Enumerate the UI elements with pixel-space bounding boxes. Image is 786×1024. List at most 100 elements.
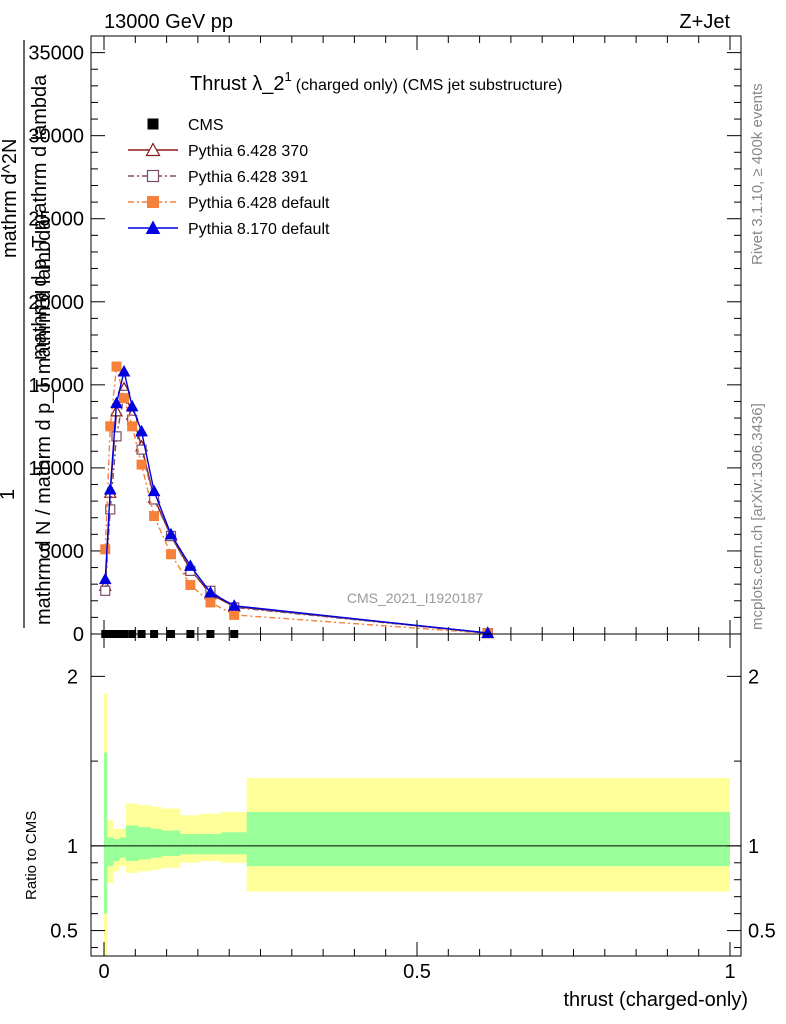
data-point — [103, 482, 117, 495]
ratio-band-bin — [125, 825, 139, 862]
data-point — [105, 504, 116, 515]
data-point — [145, 220, 161, 234]
main-x-ticks — [103, 36, 731, 634]
main-y-tick-label: 0 — [73, 624, 84, 646]
ratio-x-axis: 0 0.5 1 — [98, 634, 736, 983]
legend-entry: CMS — [147, 117, 224, 134]
data-point — [145, 142, 161, 157]
ylabel-line-numerator: mathrm d^2N — [0, 139, 21, 258]
data-point — [100, 544, 111, 555]
chart-title-text: Thrust λ_2 — [190, 73, 284, 95]
legend-entry: Pythia 6.428 370 — [128, 142, 308, 160]
data-point — [147, 196, 159, 208]
legend-label: Pythia 6.428 391 — [188, 169, 308, 186]
ratio-band-bin — [199, 833, 222, 855]
series-line — [104, 366, 488, 635]
series-pythia-6-428-default — [100, 361, 493, 639]
data-point — [185, 579, 196, 590]
main-y-tick-label: 5000 — [40, 541, 85, 563]
ylabel-line-denominator: mathrm d N / mathrm d p_T mathrm d lambd… — [33, 218, 55, 625]
main-panel: 0 5000 10000 15000 20000 25000 30000 35000 CMS_… — [28, 35, 742, 646]
ratio-y-axis: 0.5 0.5 1 1 2 2 — [50, 666, 776, 949]
legend-label: CMS — [188, 117, 224, 134]
chart-title: Thrust λ_21 (charged only) (CMS jet subst… — [190, 69, 562, 95]
ylabel-line-differential: mathrm d p_T mathrm d lambda — [29, 74, 51, 360]
main-y-tick-label: 15000 — [28, 375, 84, 397]
legend-label: Pythia 8.170 default — [188, 221, 330, 238]
data-point — [481, 626, 495, 639]
data-point — [110, 396, 123, 409]
ratio-y-tick-label: 2 — [67, 666, 78, 688]
data-point — [135, 424, 148, 437]
data-point — [227, 599, 241, 611]
ratio-band-bin — [138, 827, 151, 860]
main-y-tick-label: 20000 — [28, 292, 84, 314]
data-point — [147, 484, 161, 497]
ratio-frame — [90, 633, 742, 957]
ratio-band-bin — [119, 837, 126, 858]
data-point — [117, 365, 131, 377]
ratio-band-bin — [104, 752, 108, 914]
ratio-band-bin — [113, 839, 120, 862]
ratio-y-tick-label-right: 1 — [748, 836, 759, 858]
ratio-band-bin — [180, 833, 200, 855]
legend: CMS Pythia 6.428 370 Pythia 6.428 391 Pythi… — [128, 117, 330, 238]
x-axis-label: thrust (charged-only) — [563, 989, 748, 1011]
legend-entry: Pythia 6.428 default — [128, 195, 330, 212]
chart-subtitle: (charged only) (CMS jet substructure) — [296, 77, 563, 94]
main-y-tick-label: 10000 — [28, 458, 84, 480]
data-point — [165, 549, 176, 560]
legend-entry: Pythia 6.428 391 — [128, 169, 308, 186]
ratio-band-bin — [221, 832, 247, 855]
main-y-tick-label: 25000 — [28, 209, 84, 231]
series-line — [104, 394, 488, 634]
data-point — [229, 609, 240, 620]
data-point — [111, 431, 122, 442]
data-point — [105, 421, 116, 432]
main-y-tick-label: 35000 — [28, 43, 84, 65]
legend-entry: Pythia 8.170 default — [128, 220, 330, 238]
main-y-tick-label: 30000 — [28, 126, 84, 148]
ratio-band-bin — [107, 837, 114, 867]
data-point — [205, 597, 216, 608]
rivet-version-text: Rivet 3.1.10, ≥ 400k events — [749, 83, 766, 265]
x-tick-label: 1 — [724, 961, 735, 983]
data-point — [164, 527, 178, 540]
ratio-panel: 0.5 0.51 12 2 0 0.5 1 Ratio to CMS thrust (ch… — [23, 633, 776, 1011]
data-point — [204, 585, 217, 598]
x-tick-label: 0 — [98, 961, 109, 983]
main-y-axis: 0 5000 10000 15000 20000 25000 30000 35000 — [28, 43, 741, 646]
analysis-watermark: CMS_2021_I1920187 — [347, 590, 483, 606]
data-point — [125, 399, 139, 412]
ratio-band-bin — [246, 811, 730, 867]
data-point — [127, 421, 138, 432]
ratio-band-bin — [150, 828, 162, 858]
ratio-y-label: Ratio to CMS — [23, 811, 40, 900]
ylabel-line-one: 1 — [0, 489, 19, 500]
x-tick-label: 0.5 — [403, 961, 431, 983]
legend-label: Pythia 6.428 default — [188, 195, 330, 212]
main-y-axis-label: mathrm d N / mathrm d p_T mathrm d lambd… — [0, 40, 55, 628]
ratio-y-tick-label-right: 0.5 — [748, 921, 776, 943]
data-point — [98, 572, 112, 585]
data-point — [149, 511, 160, 522]
data-point — [111, 361, 122, 372]
ratio-bands — [104, 693, 730, 956]
ratio-y-tick-label-right: 2 — [748, 666, 759, 688]
legend-label: Pythia 6.428 370 — [188, 143, 308, 160]
mcplots-text: mcplots.cern.ch [arXiv:1306.3436] — [749, 403, 766, 630]
series-pythia-8-170-default — [98, 365, 495, 639]
data-point — [147, 118, 159, 130]
header-left: 13000 GeV pp — [104, 11, 233, 33]
data-point — [100, 585, 111, 596]
ratio-y-tick-label: 0.5 — [50, 921, 78, 943]
chart-title-sup: 1 — [284, 69, 291, 84]
data-point — [184, 559, 197, 571]
data-point — [136, 459, 147, 470]
ratio-band-bin — [161, 830, 181, 857]
ratio-y-tick-label: 1 — [67, 836, 78, 858]
data-point — [119, 393, 130, 404]
data-point — [146, 169, 160, 183]
header-right: Z+Jet — [679, 11, 730, 33]
